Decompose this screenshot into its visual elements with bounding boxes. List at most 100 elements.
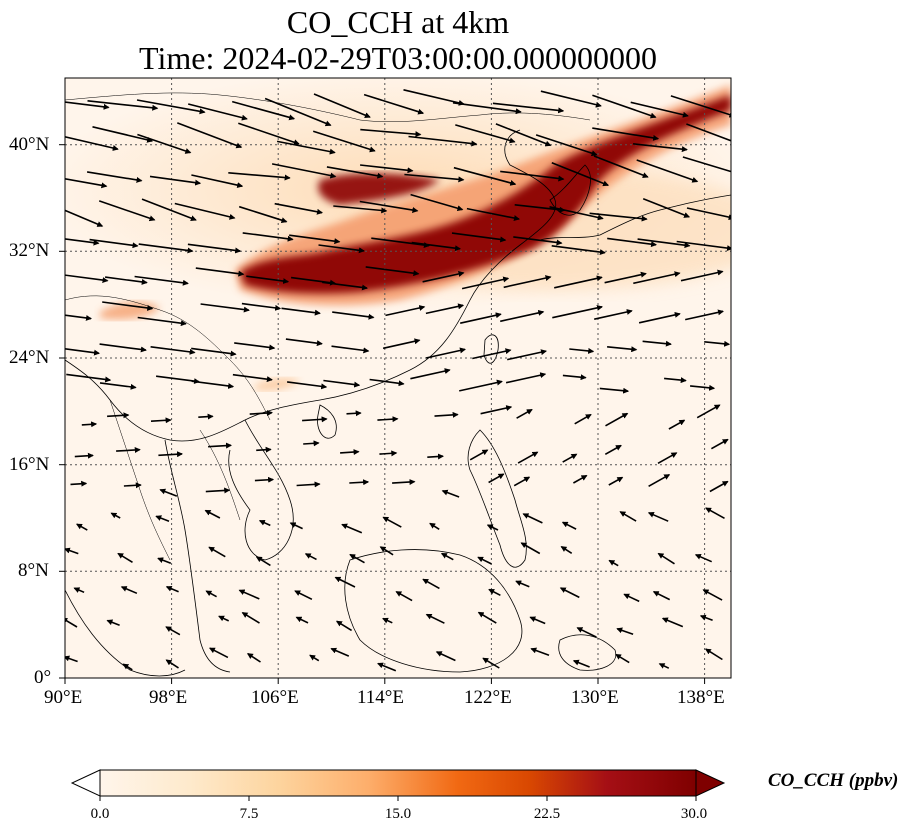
wind-arrow — [242, 232, 294, 242]
wind-arrow — [551, 162, 610, 187]
indochina-coastline — [228, 419, 294, 561]
wind-arrow — [66, 373, 112, 383]
wind-arrow — [65, 178, 108, 189]
sulawesi-coastline — [558, 634, 617, 671]
colorbar-tick-label: 30.0 — [680, 806, 708, 822]
wind-arrow — [529, 616, 546, 625]
wind-arrow — [254, 476, 275, 483]
wind-arrow — [554, 275, 603, 289]
wind-arrow — [303, 440, 320, 447]
lat-tick-label: 16°N — [9, 454, 50, 475]
wind-arrow — [704, 648, 723, 661]
co-plume-core — [240, 95, 731, 294]
wind-arrow — [686, 207, 731, 221]
lon-tick-label: 106°E — [251, 687, 299, 708]
wind-arrow — [360, 164, 414, 174]
wind-arrow — [312, 130, 376, 153]
wind-arrow — [104, 276, 148, 285]
wind-arrow — [209, 647, 229, 659]
wind-arrow — [711, 438, 729, 450]
wind-arrow — [661, 617, 684, 628]
wind-arrow — [408, 135, 478, 147]
wind-arrow — [382, 516, 402, 528]
lon-tick-label: 122°E — [464, 687, 512, 708]
wind-arrow — [619, 511, 637, 522]
wind-arrow — [592, 94, 657, 119]
wind-arrow — [106, 619, 120, 627]
wind-arrow — [326, 166, 384, 179]
wind-arrow — [159, 488, 178, 497]
wind-arrow — [255, 556, 271, 567]
wind-arrow — [425, 347, 466, 359]
wind-arrow — [102, 301, 154, 311]
colorbar-extend-max — [695, 769, 726, 797]
wind-arrow — [516, 408, 533, 419]
wind-arrow — [702, 589, 723, 601]
wind-arrow — [682, 156, 731, 173]
wind-arrow — [65, 348, 100, 356]
wind-arrow — [500, 170, 565, 182]
wind-arrow — [205, 590, 217, 598]
colorbar-extend-min — [70, 769, 101, 797]
wind-arrow — [70, 480, 88, 487]
wind-arrow — [411, 241, 461, 252]
wind-arrow — [188, 103, 248, 121]
wind-arrow — [425, 303, 465, 315]
wind-arrow — [472, 348, 512, 360]
wind-arrow — [592, 127, 660, 141]
colorbar-label: CO_CCH (ppbv) — [768, 770, 899, 791]
wind-arrow — [690, 384, 716, 391]
wind-arrow — [530, 647, 550, 657]
wind-arrow — [694, 554, 713, 563]
wind-arrow — [295, 616, 309, 624]
wind-arrow — [165, 659, 179, 669]
wind-arrow — [630, 101, 689, 118]
colorbar-gradient — [99, 769, 697, 797]
wind-arrow — [668, 419, 686, 430]
wind-arrow — [331, 345, 370, 354]
wind-arrow — [340, 449, 360, 456]
wind-arrow — [65, 274, 109, 284]
wind-arrow — [633, 143, 688, 153]
wind-arrow — [515, 580, 530, 588]
border-laos-vietnam — [199, 429, 241, 521]
wind-arrow — [670, 95, 731, 118]
wind-arrow — [685, 309, 724, 321]
wind-arrow — [65, 655, 78, 663]
korea-coastline — [549, 164, 591, 216]
wind-arrow — [608, 476, 624, 486]
wind-arrow — [466, 207, 520, 221]
wind-arrow — [349, 479, 370, 486]
wind-arrow — [652, 590, 671, 601]
wind-arrow — [150, 346, 196, 355]
wind-arrow — [99, 343, 147, 353]
wind-arrow — [709, 480, 729, 493]
wind-arrow — [535, 134, 598, 157]
wind-arrow — [460, 312, 502, 324]
wind-arrow — [404, 173, 465, 183]
wind-arrow — [455, 124, 516, 144]
wind-arrow — [593, 155, 649, 178]
wind-arrow — [379, 450, 398, 457]
wind-arrow — [648, 474, 671, 487]
wind-arrow — [392, 479, 416, 486]
wind-arrow — [623, 593, 640, 603]
wind-arrow — [676, 240, 731, 252]
lat-tick-label: 24°N — [9, 347, 50, 368]
wind-arrow — [514, 204, 566, 213]
wind-arrow — [615, 653, 630, 664]
wind-arrow — [174, 202, 236, 220]
wind-arrow — [505, 372, 547, 384]
wind-arrow — [379, 546, 394, 556]
wind-arrow — [92, 126, 154, 143]
wind-arrow — [204, 509, 221, 519]
wind-arrow — [89, 238, 139, 249]
wind-vectors — [65, 89, 731, 672]
wind-arrow — [249, 410, 273, 417]
colorbar-tick-label: 0.0 — [90, 806, 110, 822]
wind-arrow — [165, 585, 179, 593]
wind-arrow — [395, 591, 413, 602]
wind-arrow — [150, 417, 172, 424]
wind-arrow — [589, 212, 648, 222]
wind-arrow — [335, 620, 353, 632]
